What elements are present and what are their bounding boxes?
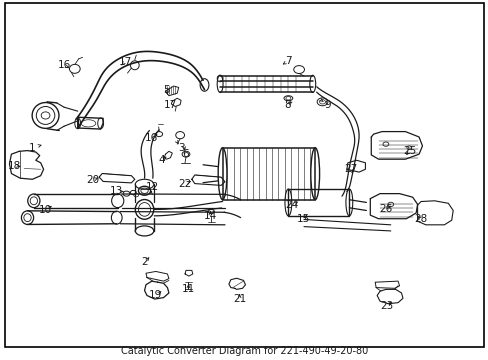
Text: 22: 22 <box>178 179 191 189</box>
Text: 13: 13 <box>110 186 123 197</box>
Text: 12: 12 <box>146 182 159 192</box>
Text: 15: 15 <box>296 215 309 224</box>
Text: 16: 16 <box>58 60 71 70</box>
Text: 14: 14 <box>203 211 217 221</box>
Text: 17: 17 <box>118 57 131 67</box>
Bar <box>222 148 315 200</box>
Text: 11: 11 <box>182 284 195 294</box>
Text: 16: 16 <box>145 133 158 143</box>
Text: 3: 3 <box>178 143 184 153</box>
Text: 24: 24 <box>285 200 298 210</box>
Text: 28: 28 <box>413 215 427 224</box>
Text: 26: 26 <box>379 204 392 215</box>
Text: 19: 19 <box>149 291 162 301</box>
Text: 20: 20 <box>85 175 99 185</box>
Text: 5: 5 <box>163 85 169 95</box>
Text: 21: 21 <box>232 294 246 304</box>
Text: Catalytic Converter Diagram for 221-490-49-20-80: Catalytic Converter Diagram for 221-490-… <box>121 346 367 356</box>
Text: 25: 25 <box>403 145 416 156</box>
Text: 4: 4 <box>158 155 164 165</box>
Text: 27: 27 <box>344 164 357 174</box>
Text: 23: 23 <box>380 301 393 311</box>
Text: 8: 8 <box>284 100 290 110</box>
Text: 6: 6 <box>183 149 189 159</box>
Text: 9: 9 <box>324 100 330 110</box>
Bar <box>288 189 348 216</box>
Text: 1: 1 <box>29 143 36 153</box>
Text: 17: 17 <box>163 100 177 111</box>
Text: 2: 2 <box>141 257 147 267</box>
Text: 18: 18 <box>8 161 21 171</box>
Text: 7: 7 <box>285 56 291 66</box>
Text: 10: 10 <box>39 206 52 216</box>
